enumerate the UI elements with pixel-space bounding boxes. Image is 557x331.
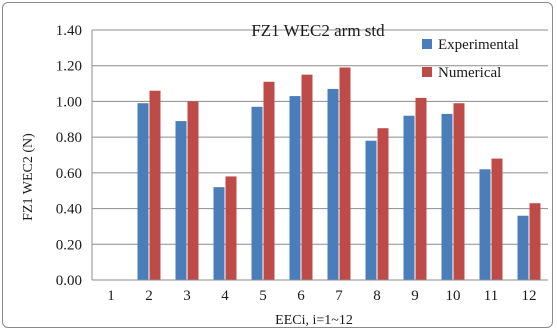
bar-experimental-8: [365, 140, 377, 280]
y-tick-label: 0.20: [56, 237, 82, 253]
bar-experimental-5: [251, 106, 263, 281]
x-tick-label: 1: [107, 288, 115, 304]
bar-numerical-5: [263, 81, 275, 281]
legend: Experimental Numerical: [422, 37, 519, 81]
x-tick-label: 11: [484, 288, 498, 304]
bar-experimental-7: [327, 88, 339, 280]
bar-numerical-8: [377, 128, 389, 280]
bar-numerical-2: [149, 90, 161, 280]
x-tick-label: 8: [373, 288, 381, 304]
bar-numerical-10: [453, 103, 465, 280]
bars: [137, 67, 541, 281]
bar-experimental-3: [175, 121, 187, 280]
y-tick-label: 1.20: [56, 59, 82, 75]
x-tick-label: 9: [411, 288, 419, 304]
x-tick-label: 5: [259, 288, 267, 304]
bar-numerical-7: [339, 67, 351, 280]
x-tick-label: 3: [183, 288, 191, 304]
legend-swatch-numerical: [422, 67, 432, 77]
x-tick-label: 2: [145, 288, 153, 304]
chart-title: FZ1 WEC2 arm std: [251, 21, 385, 40]
x-tick-label: 10: [446, 288, 461, 304]
bar-numerical-6: [301, 74, 313, 281]
bar-experimental-10: [441, 113, 453, 280]
bar-numerical-3: [187, 101, 199, 280]
y-tick-label: 0.00: [56, 273, 82, 289]
bar-experimental-11: [479, 169, 491, 280]
y-axis: 0.00 0.20 0.40 0.60 0.80 1.00 1.20 1.40: [56, 23, 93, 289]
y-tick-label: 0.80: [56, 130, 82, 146]
y-axis-label: FZ1 WEC2 (N): [21, 133, 36, 221]
legend-label-numerical: Numerical: [438, 65, 501, 81]
bar-numerical-12: [529, 203, 541, 280]
legend-swatch-experimental: [422, 39, 432, 49]
grid-lines: [92, 29, 548, 245]
bar-numerical-9: [415, 97, 427, 280]
x-tick-label: 6: [297, 288, 305, 304]
y-tick-label: 1.40: [56, 23, 82, 39]
bar-experimental-4: [213, 187, 225, 280]
bar-experimental-12: [517, 215, 529, 280]
x-axis-label: EECi, i=1~12: [275, 313, 353, 328]
bar-experimental-6: [289, 96, 301, 280]
bar-experimental-9: [403, 115, 415, 280]
x-tick-label: 4: [221, 288, 229, 304]
y-tick-label: 0.40: [56, 202, 82, 218]
x-axis: 1 2 3 4 5 6 7 8 9 10 11 12: [92, 279, 548, 304]
legend-label-experimental: Experimental: [438, 37, 519, 53]
x-tick-label: 7: [335, 288, 343, 304]
y-tick-label: 1.00: [56, 94, 82, 110]
x-tick-label: 12: [522, 288, 537, 304]
y-tick-label: 0.60: [56, 166, 82, 182]
bar-experimental-2: [137, 103, 149, 280]
bar-numerical-4: [225, 176, 237, 280]
bar-numerical-11: [491, 158, 503, 280]
